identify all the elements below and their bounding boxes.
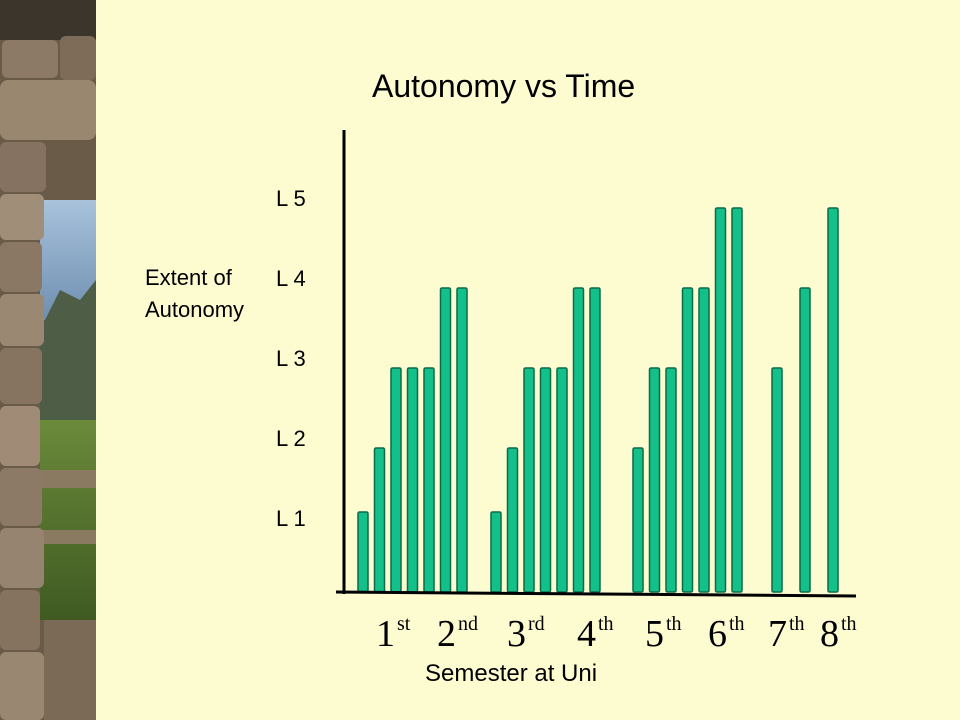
- decorative-photo-strip: [0, 0, 96, 720]
- bar-group-1-bar-2: [373, 447, 386, 593]
- bar-group-2-bar-4: [539, 367, 552, 593]
- bar-group-2-bar-3: [523, 367, 535, 593]
- y-tick-label: L 5: [276, 186, 306, 211]
- stone-wall-photo: [0, 0, 96, 720]
- bar-group-2-bar-6: [572, 287, 585, 593]
- y-tick-label: L 2: [276, 426, 306, 451]
- bar-group-2-bar-5: [556, 367, 568, 593]
- bar-group-2-bar-2: [506, 447, 519, 593]
- x-axis-label: Semester at Uni: [425, 660, 598, 687]
- y-tick-label: L 1: [276, 506, 306, 531]
- bar-group-1-bar-6: [439, 287, 452, 593]
- bar-group-2-bar-1: [490, 511, 502, 593]
- y-tick-label: L 3: [276, 346, 306, 371]
- bar-group-4-bar-3: [827, 207, 839, 593]
- y-tick-labels: L 1 L 2 L 3 L 4 L 5: [276, 186, 306, 531]
- bar-group-1-bar-4: [406, 367, 419, 593]
- x-axis-line: [335, 590, 857, 598]
- bar-group-1-bar-1: [357, 511, 369, 593]
- bar-group-1-bar-3: [390, 367, 402, 593]
- y-tick-label: L 4: [276, 266, 306, 291]
- bar-group-3-bar-5: [698, 287, 710, 593]
- bar-group-3-bar-6: [714, 207, 727, 593]
- bar-group-3-bar-3: [665, 367, 677, 593]
- bar-group-1-bar-5: [423, 367, 435, 593]
- bars-layer: [357, 207, 839, 593]
- bar-group-3-bar-2: [648, 367, 661, 593]
- bar-group-2-bar-7: [589, 287, 601, 593]
- bar-group-4-bar-1: [771, 367, 783, 593]
- bar-group-1-bar-7: [456, 287, 468, 593]
- bar-group-3-bar-7: [731, 207, 743, 593]
- bar-group-3-bar-1: [632, 447, 644, 593]
- y-axis-label: Extent of Autonomy: [145, 265, 245, 322]
- bar-group-4-bar-2: [799, 287, 811, 593]
- bar-group-3-bar-4: [681, 287, 694, 593]
- chart-title: Autonomy vs Time: [372, 68, 636, 104]
